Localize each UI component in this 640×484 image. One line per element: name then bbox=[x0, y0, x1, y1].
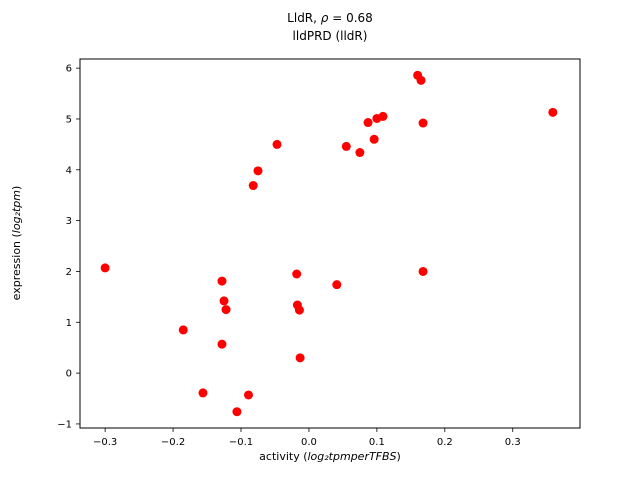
data-point bbox=[355, 148, 365, 158]
y-tick-label: 1 bbox=[66, 318, 72, 329]
x-tick-label: 0.0 bbox=[301, 437, 317, 448]
data-point bbox=[416, 75, 426, 85]
data-point bbox=[378, 111, 388, 121]
title-correlation-value: = 0.68 bbox=[328, 11, 372, 25]
x-axis-ticks: −0.3 −0.2 −0.1 0.0 0.1 0.2 0.3 bbox=[93, 428, 521, 448]
y-axis-ticks: −1 0 1 2 3 4 5 6 bbox=[57, 64, 80, 430]
y-tick-label: −1 bbox=[57, 419, 72, 430]
data-point bbox=[548, 107, 558, 117]
y-tick-label: 5 bbox=[66, 114, 72, 125]
data-point bbox=[100, 263, 110, 273]
data-point bbox=[363, 118, 373, 128]
y-tick-label: 3 bbox=[66, 216, 72, 227]
y-label-math: log₂tpm bbox=[10, 190, 23, 233]
y-tick-label: 4 bbox=[66, 165, 72, 176]
data-point bbox=[217, 276, 227, 286]
data-point bbox=[198, 388, 208, 398]
data-point bbox=[253, 166, 263, 176]
y-label-prefix: expression ( bbox=[10, 233, 23, 300]
x-label-math: log₂tpmperTFBS bbox=[308, 450, 397, 463]
x-tick-label: −0.2 bbox=[161, 437, 185, 448]
data-point bbox=[221, 305, 231, 315]
x-tick-label: −0.1 bbox=[229, 437, 253, 448]
data-point bbox=[217, 339, 227, 349]
data-point bbox=[418, 266, 428, 276]
data-point bbox=[243, 390, 253, 400]
chart-title-line1: LldR, ρ = 0.68 bbox=[287, 11, 373, 25]
title-text: LldR, bbox=[287, 11, 321, 25]
data-point bbox=[178, 325, 188, 335]
data-point bbox=[272, 139, 282, 149]
x-tick-label: 0.2 bbox=[437, 437, 453, 448]
data-point bbox=[248, 181, 258, 191]
plot-area bbox=[79, 58, 581, 429]
y-label-suffix: ) bbox=[10, 186, 23, 190]
x-label-prefix: activity ( bbox=[259, 450, 307, 463]
data-point bbox=[292, 269, 302, 279]
x-axis-label: activity (log₂tpmperTFBS) bbox=[259, 450, 401, 463]
data-point bbox=[232, 407, 242, 417]
x-label-suffix: ) bbox=[397, 450, 401, 463]
data-point bbox=[418, 118, 428, 128]
y-tick-label: 2 bbox=[66, 267, 72, 278]
data-point bbox=[219, 296, 229, 306]
data-point bbox=[341, 141, 351, 151]
data-point bbox=[294, 305, 304, 315]
data-point bbox=[369, 134, 379, 144]
rho-symbol: ρ bbox=[321, 11, 329, 25]
data-point bbox=[332, 280, 342, 290]
x-tick-label: 0.3 bbox=[505, 437, 521, 448]
x-tick-label: −0.3 bbox=[93, 437, 117, 448]
chart-title-line2: lldPRD (lldR) bbox=[293, 29, 368, 43]
y-axis-label: expression (log₂tpm) bbox=[10, 186, 23, 301]
x-tick-label: 0.1 bbox=[369, 437, 385, 448]
y-tick-label: 0 bbox=[66, 369, 72, 380]
data-point bbox=[295, 353, 305, 363]
scatter-points bbox=[100, 70, 558, 417]
y-tick-label: 6 bbox=[66, 64, 72, 75]
